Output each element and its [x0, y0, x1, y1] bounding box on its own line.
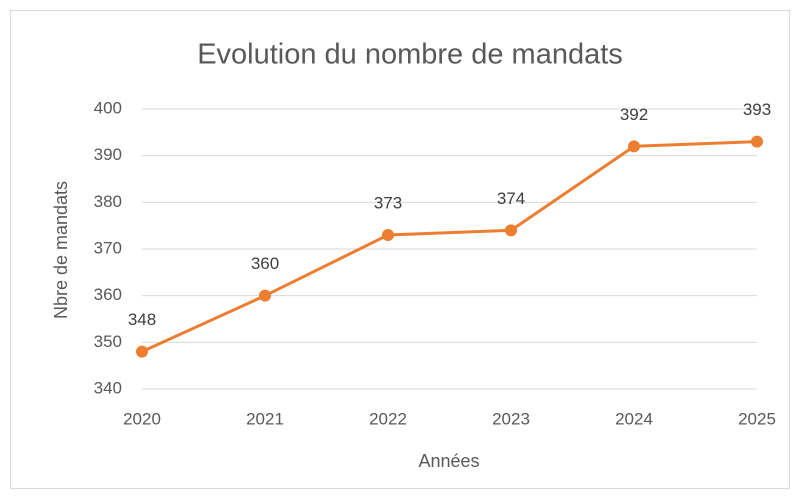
data-label: 360: [251, 254, 279, 273]
line: [141, 140, 758, 354]
x-axis-label: Années: [418, 451, 479, 471]
y-tick-label: 400: [94, 98, 122, 117]
y-tick-label: 370: [94, 238, 122, 257]
marker: [628, 140, 640, 153]
data-label: 393: [743, 100, 771, 119]
data-label: 348: [128, 310, 156, 329]
x-tick-label: 2020: [123, 409, 161, 428]
y-tick-label: 390: [94, 145, 122, 164]
marker: [259, 289, 271, 302]
y-tick-label: 350: [94, 332, 122, 351]
x-tick-label: 2023: [492, 409, 530, 428]
x-tick-label: 2025: [738, 409, 776, 428]
data-label: 374: [497, 189, 525, 208]
y-tick-label: 340: [94, 378, 122, 397]
y-axis-label: Nbre de mandats: [51, 181, 71, 319]
marker: [505, 224, 517, 237]
y-tick-label: 360: [94, 285, 122, 304]
x-tick-label: 2024: [615, 409, 653, 428]
marker: [751, 135, 763, 148]
chart-title: Evolution du nombre de mandats: [197, 39, 623, 71]
marker: [136, 345, 148, 358]
marker: [382, 229, 394, 241]
data-label: 392: [620, 105, 648, 124]
x-tick-label: 2022: [369, 409, 407, 428]
x-tick-label: 2021: [246, 409, 284, 428]
y-tick-label: 380: [94, 192, 122, 211]
data-label: 373: [374, 193, 402, 212]
